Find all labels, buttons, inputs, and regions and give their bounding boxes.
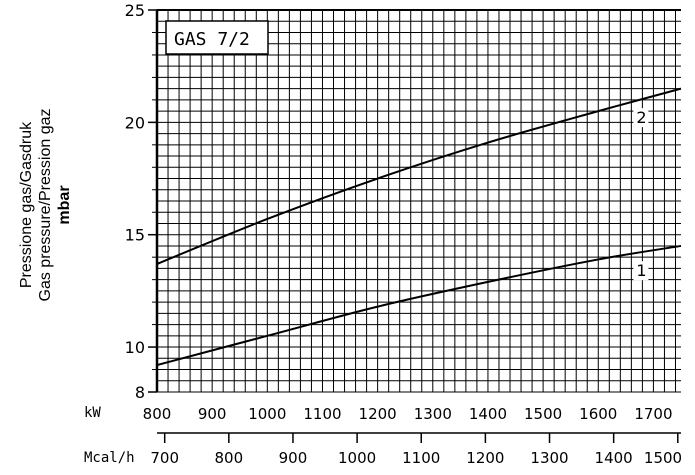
x-tick-label: 900	[198, 405, 227, 423]
series-label-bg-1	[633, 261, 649, 281]
x2-tick-label: 1300	[530, 449, 568, 467]
x2-tick-label: 900	[279, 449, 308, 467]
x2-tick-label: 1000	[338, 449, 376, 467]
y-axis-label: Pressione gas/Gasdruk Gas pressure/Press…	[18, 109, 73, 302]
y-axis-label-line-2: Gas pressure/Pression gaz	[37, 109, 54, 302]
x2-tick-label: 1500	[644, 449, 682, 467]
x-tick-label: 1700	[634, 405, 672, 423]
series-line-2	[156, 87, 682, 265]
x-ticks: 800 900 1000 1100 1200 1300 1400 1500 1600 1700	[143, 405, 673, 423]
x2-axis-unit: Mcal/h	[84, 450, 135, 466]
x-tick-label: 1200	[359, 405, 397, 423]
y-tick-label: 20	[125, 113, 145, 132]
x-tick-label: 1100	[303, 405, 341, 423]
y-tick-label: 25	[125, 1, 145, 20]
x-tick-label: 800	[143, 405, 172, 423]
y-axis-unit: mbar	[56, 185, 73, 224]
grid	[156, 9, 681, 393]
series-label-bg-2	[633, 108, 649, 128]
series-line-1	[156, 244, 682, 367]
y-tick-label: 10	[125, 338, 145, 357]
x-tick-label: 1300	[414, 405, 452, 423]
x2-tick-label: 1100	[402, 449, 440, 467]
x-axis-unit: kW	[84, 405, 101, 421]
x2-tick-label: 1400	[595, 449, 633, 467]
y-axis-label-line-1: Pressione gas/Gasdruk	[18, 121, 35, 288]
x-tick-label: 1000	[248, 405, 286, 423]
title-box: GAS 7/2	[165, 20, 269, 55]
series-layer: 12	[156, 87, 682, 367]
plot-frame	[155, 9, 681, 392]
x-tick-label: 1400	[469, 405, 507, 423]
x2-tick-label: 700	[150, 449, 179, 467]
x2-ticks: 700 800 900 1000 1100 1200 1300 1400 1500	[150, 432, 682, 467]
x-tick-label: 1500	[524, 405, 562, 423]
title-box-border	[165, 20, 269, 55]
y-tick-label: 8	[135, 383, 145, 402]
y-ticks: 8 10 15 20 25	[125, 1, 157, 402]
series-label-1: 1	[636, 261, 646, 280]
x2-tick-label: 1200	[466, 449, 504, 467]
chart-title: GAS 7/2	[174, 29, 250, 50]
series-label-2: 2	[636, 108, 646, 127]
x-tick-label: 1600	[579, 405, 617, 423]
y-tick-label: 15	[125, 226, 145, 245]
x2-tick-label: 800	[215, 449, 244, 467]
